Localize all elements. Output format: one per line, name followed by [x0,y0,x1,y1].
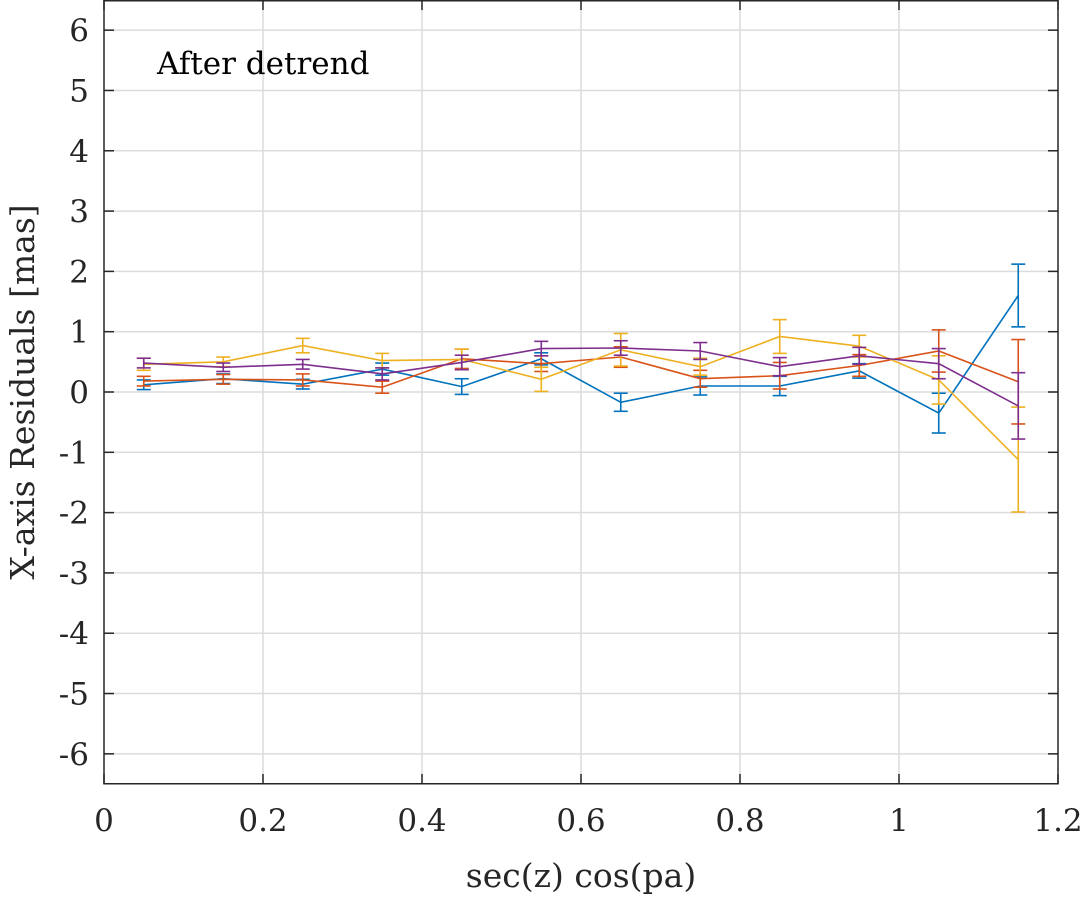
series-line [143,295,1019,415]
y-tick-label: -1 [59,435,89,471]
y-tick-label: -2 [59,496,89,532]
series-line [143,347,1019,407]
annotation-text: After detrend [156,46,369,82]
x-tick-label: 0.8 [715,803,764,839]
x-tick-label: 0.2 [238,803,287,839]
y-tick-label: 1 [69,315,89,351]
x-tick-label: 0.6 [556,803,605,839]
series-line [143,350,1019,389]
y-tick-label: -5 [59,677,89,713]
y-tick-label: 2 [69,254,89,290]
y-tick-label: 6 [69,13,89,49]
series-series-4 [136,339,1026,440]
ticks: 0 0.2 0.4 0.6 0.8 1 1.2 6 5 4 3 2 1 0 -1 -2 -3 -4 -5 -6 [59,0,1080,839]
y-tick-label: 0 [69,375,89,411]
series-line [143,335,1019,461]
y-axis-label: X-axis Residuals [mas] [3,204,42,579]
series-layer [136,263,1026,513]
x-tick-label: 1.2 [1033,803,1080,839]
y-tick-label: 5 [69,73,89,109]
y-tick-label: -6 [59,737,89,773]
x-tick-label: 0 [94,803,114,839]
x-tick-label: 0.4 [397,803,446,839]
x-tick-label: 1 [889,803,909,839]
y-tick-label: -4 [59,616,89,652]
y-tick-label: 3 [69,194,89,230]
grid [104,0,1058,784]
y-tick-label: -3 [59,556,89,592]
x-axis-label: sec(z) cos(pa) [466,856,696,895]
y-tick-label: 4 [69,134,89,170]
